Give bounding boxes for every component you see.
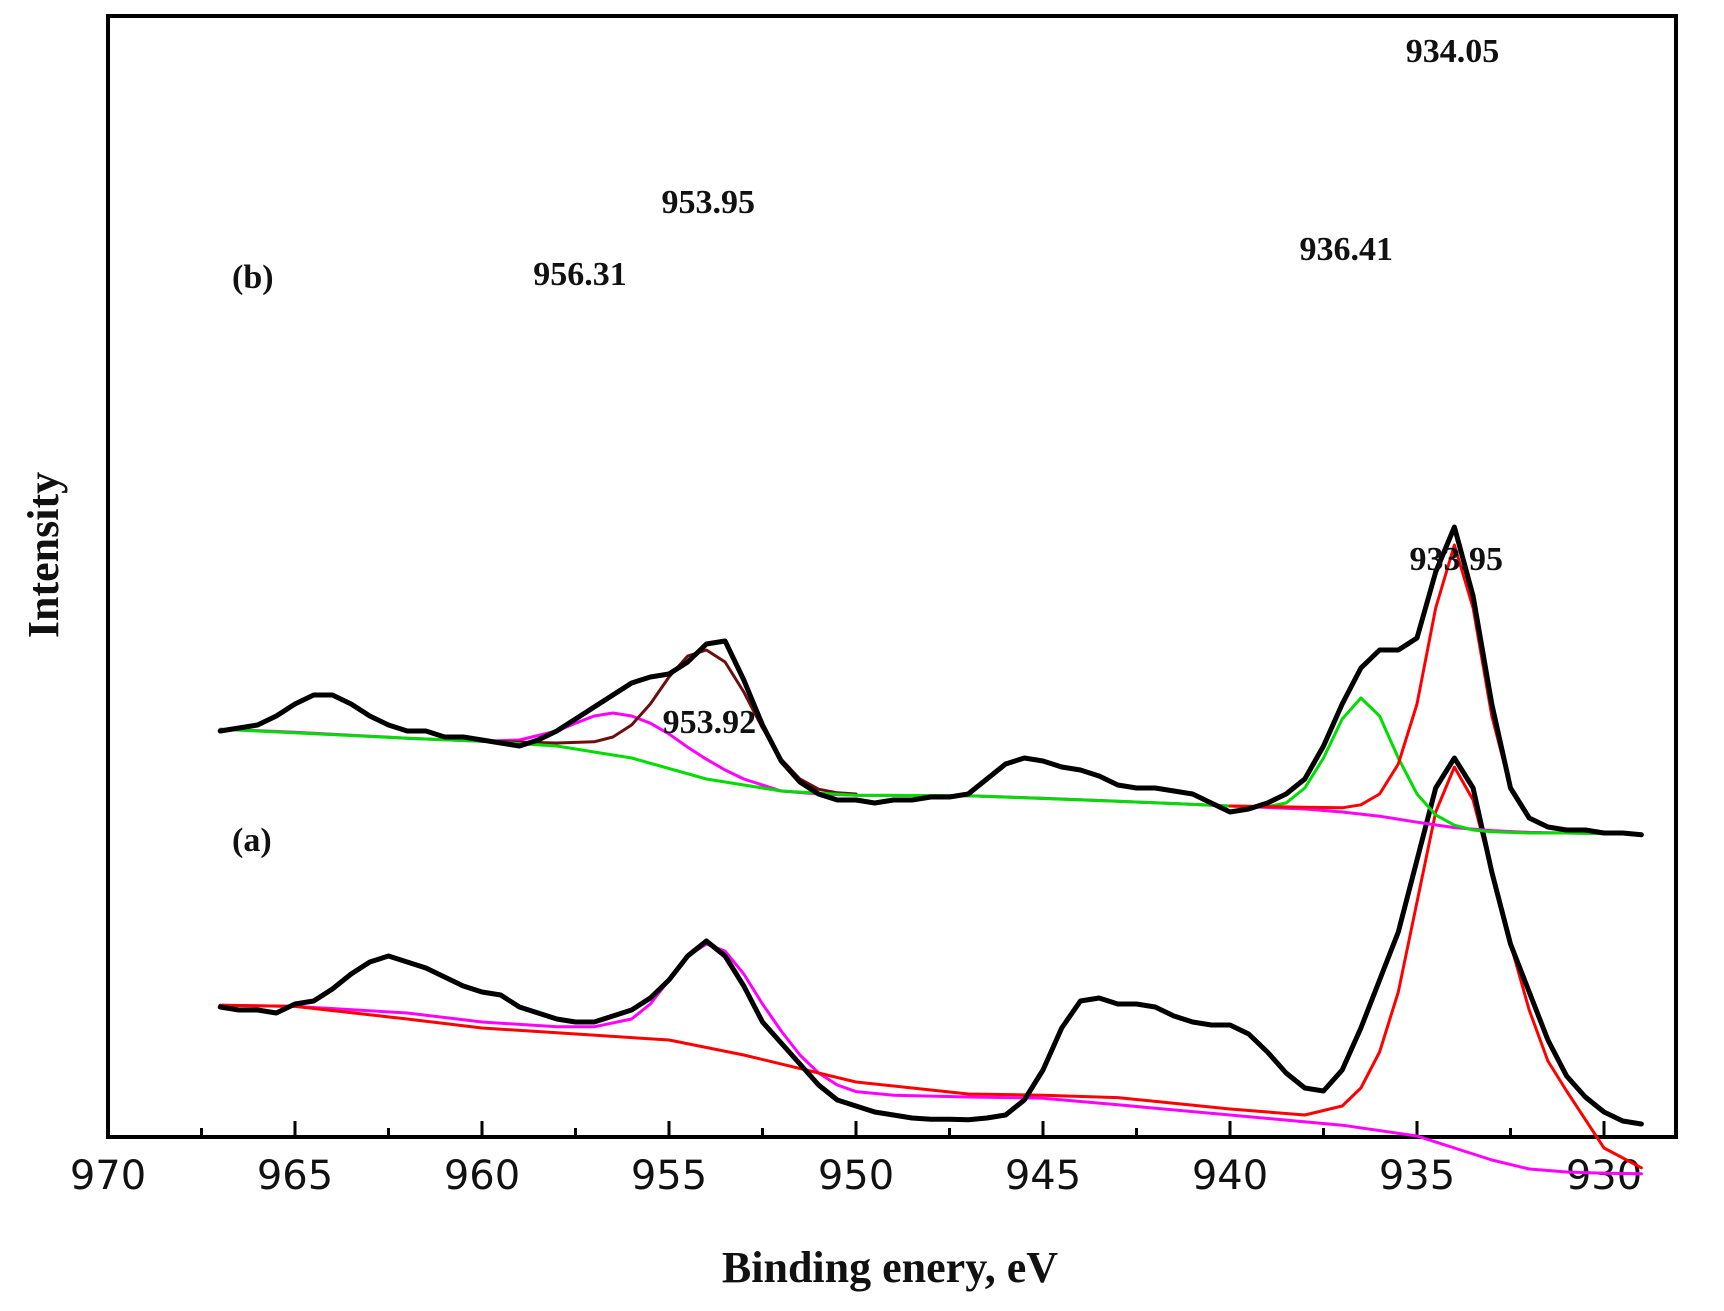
fit-curve-line bbox=[218, 696, 1643, 836]
x-tick-label: 960 bbox=[444, 1153, 520, 1199]
peak-label: 933.95 bbox=[1410, 541, 1504, 578]
x-tick-label: 965 bbox=[257, 1153, 333, 1199]
x-tick-label: 930 bbox=[1566, 1153, 1642, 1199]
x-axis-title: Binding enery, eV bbox=[722, 1243, 1058, 1292]
x-tick-label: 955 bbox=[631, 1153, 707, 1199]
peak-label: 934.05 bbox=[1406, 33, 1500, 70]
fit-curve-line bbox=[218, 765, 1643, 1170]
x-axis-ticks: 970 965 960 955 950 945 940 935 930 bbox=[70, 1121, 1642, 1199]
fit-curve-line bbox=[218, 942, 1643, 1176]
panel-b bbox=[217, 524, 1644, 838]
measured-spectrum-line bbox=[217, 755, 1644, 1127]
x-tick-label: 940 bbox=[1192, 1153, 1268, 1199]
x-tick-label: 935 bbox=[1379, 1153, 1455, 1199]
x-tick-label: 950 bbox=[818, 1153, 894, 1199]
panel-a bbox=[217, 755, 1644, 1176]
x-tick-label: 945 bbox=[1005, 1153, 1081, 1199]
peak-label: 953.95 bbox=[662, 184, 756, 221]
fit-curve-line bbox=[480, 648, 858, 796]
panel-label-a: (a) bbox=[232, 822, 272, 859]
measured-spectrum-line bbox=[217, 524, 1644, 838]
y-axis-title: Intensity bbox=[19, 472, 68, 638]
x-tick-label: 970 bbox=[70, 1153, 146, 1199]
peak-label: 936.41 bbox=[1300, 231, 1394, 268]
series-layer bbox=[217, 524, 1644, 1176]
peak-label: 956.31 bbox=[533, 256, 627, 293]
annotation-layer: 953.92 933.95 956.31 953.95 936.41 934.05 bbox=[533, 33, 1503, 741]
plot-frame bbox=[106, 14, 1678, 1139]
peak-label: 953.92 bbox=[663, 704, 757, 741]
panel-label-b: (b) bbox=[232, 259, 274, 296]
